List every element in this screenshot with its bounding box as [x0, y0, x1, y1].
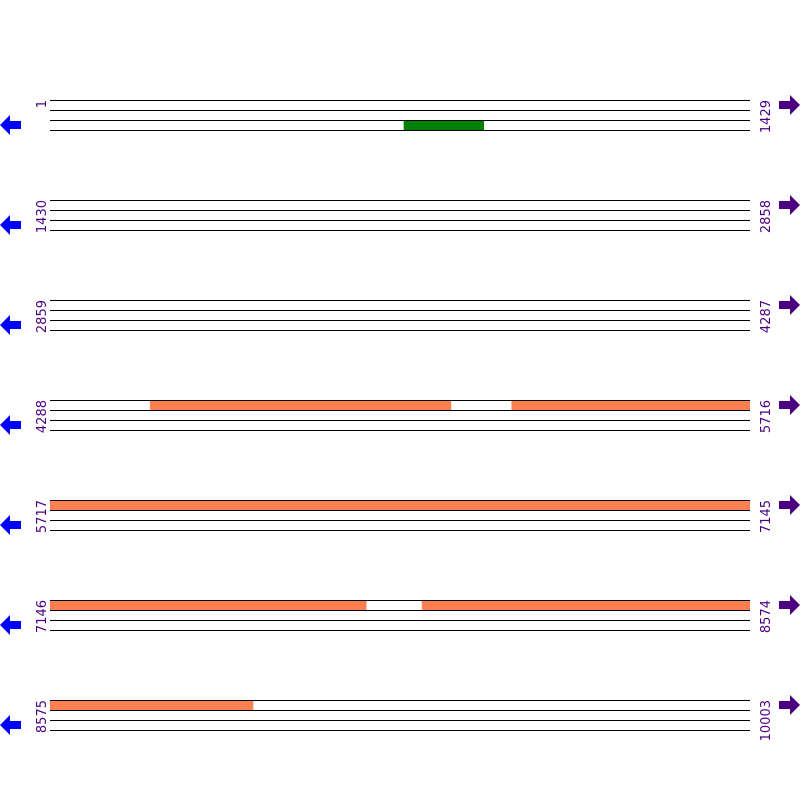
row-start-label: 1430 [35, 200, 50, 233]
arrow-right-icon [779, 495, 800, 515]
arrow-right-icon [779, 695, 800, 715]
feature-bar [50, 600, 367, 610]
row-start-label: 7146 [35, 600, 50, 633]
row-start-label: 2859 [35, 300, 50, 333]
row-end-label: 5716 [759, 400, 774, 433]
feature-bar [50, 700, 254, 710]
arrow-left-icon [0, 115, 21, 135]
arrow-left-icon [0, 315, 21, 335]
arrow-right-icon [779, 195, 800, 215]
row-start-label: 8575 [35, 700, 50, 733]
row-end-label: 8574 [759, 600, 774, 633]
row-start-label: 5717 [35, 500, 50, 533]
row-end-label: 4287 [759, 300, 774, 333]
row-end-label: 1429 [759, 100, 774, 133]
feature-bar [403, 120, 485, 130]
arrow-left-icon [0, 615, 21, 635]
row-end-label: 10003 [759, 700, 774, 741]
row-start-label: 4288 [35, 400, 50, 433]
arrow-left-icon [0, 515, 21, 535]
arrow-right-icon [779, 595, 800, 615]
arrow-left-icon [0, 415, 21, 435]
row-end-label: 7145 [759, 500, 774, 533]
arrow-left-icon [0, 715, 21, 735]
feature-bar [511, 400, 750, 410]
feature-bar [149, 400, 452, 410]
arrow-right-icon [779, 395, 800, 415]
feature-bar [421, 600, 750, 610]
row-start-label: 1 [35, 100, 50, 108]
row-end-label: 2858 [759, 200, 774, 233]
arrow-right-icon [779, 95, 800, 115]
arrow-left-icon [0, 215, 21, 235]
arrow-right-icon [779, 295, 800, 315]
feature-bar [50, 500, 750, 510]
